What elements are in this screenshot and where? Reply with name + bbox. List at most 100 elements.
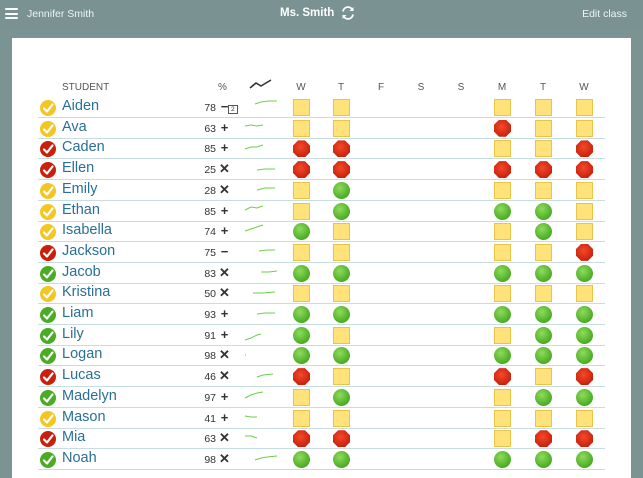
yellow-mark[interactable] [494,326,511,344]
green-mark[interactable] [333,306,350,323]
status-check-icon[interactable] [40,100,56,116]
status-check-icon[interactable] [40,389,56,406]
green-mark[interactable] [576,347,593,365]
red-mark[interactable] [576,140,593,158]
yellow-mark[interactable] [333,243,350,261]
student-row[interactable]: Noah 98 ✕ [0,450,643,470]
yellow-mark[interactable] [293,181,310,199]
red-mark[interactable] [293,161,310,179]
student-row[interactable]: Caden 85 + [0,139,643,160]
yellow-mark[interactable] [494,388,511,406]
red-mark[interactable] [333,140,350,158]
yellow-mark[interactable] [494,181,511,199]
student-row[interactable]: Kristina 50 ✕ [0,284,643,305]
yellow-mark[interactable] [293,388,310,406]
green-mark[interactable] [333,450,350,468]
green-mark[interactable] [576,306,593,323]
green-mark[interactable] [494,264,511,282]
student-name[interactable]: Aiden [62,98,100,114]
student-name[interactable]: Ava [62,118,87,135]
green-mark[interactable] [576,326,593,344]
green-mark[interactable] [535,202,552,220]
student-name[interactable]: Kristina [62,284,111,301]
student-row[interactable]: Lily 91 + [0,326,643,346]
yellow-mark[interactable] [333,409,350,427]
green-mark[interactable] [333,181,350,199]
student-name[interactable]: Isabella [62,222,112,239]
student-row[interactable]: Isabella 74 + [0,222,643,243]
yellow-mark[interactable] [333,326,350,344]
status-check-icon[interactable] [40,120,56,137]
red-mark[interactable] [576,368,593,386]
student-row[interactable]: Ava 63 + [0,119,643,139]
yellow-mark[interactable] [576,181,593,199]
red-mark[interactable] [494,161,511,179]
yellow-mark[interactable] [576,99,593,116]
status-check-icon[interactable] [40,182,56,199]
status-check-icon[interactable] [40,431,56,448]
student-row[interactable]: Madelyn 97 + [0,388,643,408]
status-check-icon[interactable] [40,286,56,303]
red-mark[interactable] [576,243,593,261]
green-mark[interactable] [494,202,511,220]
status-check-icon[interactable] [40,265,56,282]
green-mark[interactable] [576,450,593,468]
yellow-mark[interactable] [333,285,350,303]
student-name[interactable]: Ethan [62,201,100,218]
yellow-mark[interactable] [333,223,350,241]
red-mark[interactable] [333,161,350,179]
student-row[interactable]: Emily 28 ✕ [0,181,643,201]
student-name[interactable]: Lucas [62,367,101,384]
student-name[interactable]: Logan [62,346,103,363]
student-row[interactable]: Lucas 46 ✕ [0,367,643,388]
yellow-mark[interactable] [535,285,552,303]
green-mark[interactable] [333,202,350,220]
green-mark[interactable] [494,450,511,468]
yellow-mark[interactable] [494,430,511,448]
yellow-mark[interactable] [535,140,552,158]
student-row[interactable]: Ethan 85 + [0,202,643,222]
green-mark[interactable] [576,388,593,406]
yellow-mark[interactable] [535,181,552,199]
yellow-mark[interactable] [576,285,593,303]
yellow-mark[interactable] [293,409,310,427]
red-mark[interactable] [494,119,511,137]
student-name[interactable]: Madelyn [62,387,117,404]
green-mark[interactable] [293,264,310,282]
yellow-mark[interactable] [494,285,511,303]
menu-icon[interactable] [5,8,18,19]
red-mark[interactable] [293,430,310,448]
yellow-mark[interactable] [293,202,310,220]
student-row[interactable]: Liam 93 + [0,305,643,325]
student-name[interactable]: Caden [62,139,105,156]
yellow-mark[interactable] [535,409,552,427]
green-mark[interactable] [293,306,310,323]
status-check-icon[interactable] [40,348,56,365]
yellow-mark[interactable] [535,119,552,137]
yellow-mark[interactable] [535,243,552,261]
student-row[interactable]: Aiden 78−2 [0,98,643,118]
status-check-icon[interactable] [40,141,56,158]
student-row[interactable]: Ellen 25 ✕ [0,160,643,181]
status-check-icon[interactable] [40,327,56,344]
yellow-mark[interactable] [333,99,350,116]
green-mark[interactable] [293,450,310,468]
edit-class-button[interactable]: Edit class [582,8,627,20]
yellow-mark[interactable] [293,99,310,116]
yellow-mark[interactable] [494,409,511,427]
green-mark[interactable] [293,347,310,365]
yellow-mark[interactable] [333,368,350,386]
green-mark[interactable] [535,347,552,365]
green-mark[interactable] [535,223,552,241]
red-mark[interactable] [333,430,350,448]
student-name[interactable]: Ellen [62,160,95,177]
red-mark[interactable] [494,368,511,386]
green-mark[interactable] [576,264,593,282]
red-mark[interactable] [293,140,310,158]
student-row[interactable]: Logan 98 ✕ [0,346,643,367]
status-check-icon[interactable] [40,224,56,241]
student-name[interactable]: Jackson [62,242,116,259]
yellow-mark[interactable] [576,223,593,241]
red-mark[interactable] [293,368,310,386]
green-mark[interactable] [535,388,552,406]
